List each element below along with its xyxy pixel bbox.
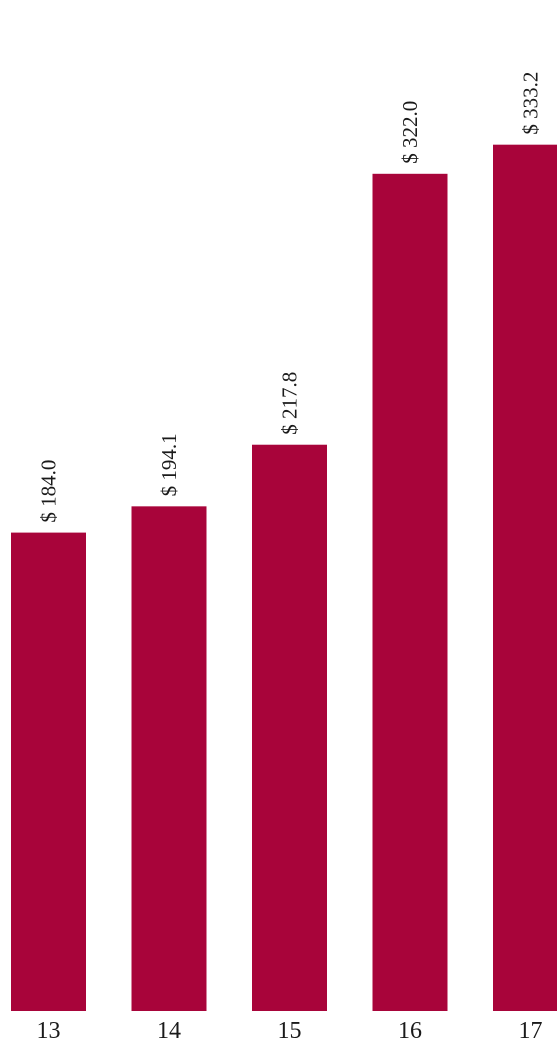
bar-15 <box>252 444 327 1012</box>
x-tick-label-13: 13 <box>37 1018 61 1043</box>
bar-value-label-13: $ 184.0 <box>37 460 61 523</box>
bar-value-label-14: $ 194.1 <box>157 433 181 496</box>
x-axis-ticks: 13 14 15 16 17 <box>37 1018 543 1043</box>
x-tick-label-14: 14 <box>157 1018 181 1043</box>
bar-14 <box>131 506 207 1011</box>
bar-17 <box>493 144 557 1011</box>
x-tick-label-17: 17 <box>519 1018 543 1043</box>
bar-value-label-17: $ 333.2 <box>519 72 543 135</box>
x-tick-label-15: 15 <box>278 1018 302 1043</box>
x-tick-label-16: 16 <box>398 1018 422 1043</box>
bar-13 <box>11 532 86 1011</box>
value-labels-group: $ 184.0 $ 194.1 $ 217.8 $ 322.0 $ 333.2 <box>37 72 543 523</box>
bars-group <box>11 144 557 1012</box>
bar-value-label-15: $ 217.8 <box>278 372 302 435</box>
bar-16 <box>372 173 448 1012</box>
bar-value-label-16: $ 322.0 <box>398 101 422 164</box>
